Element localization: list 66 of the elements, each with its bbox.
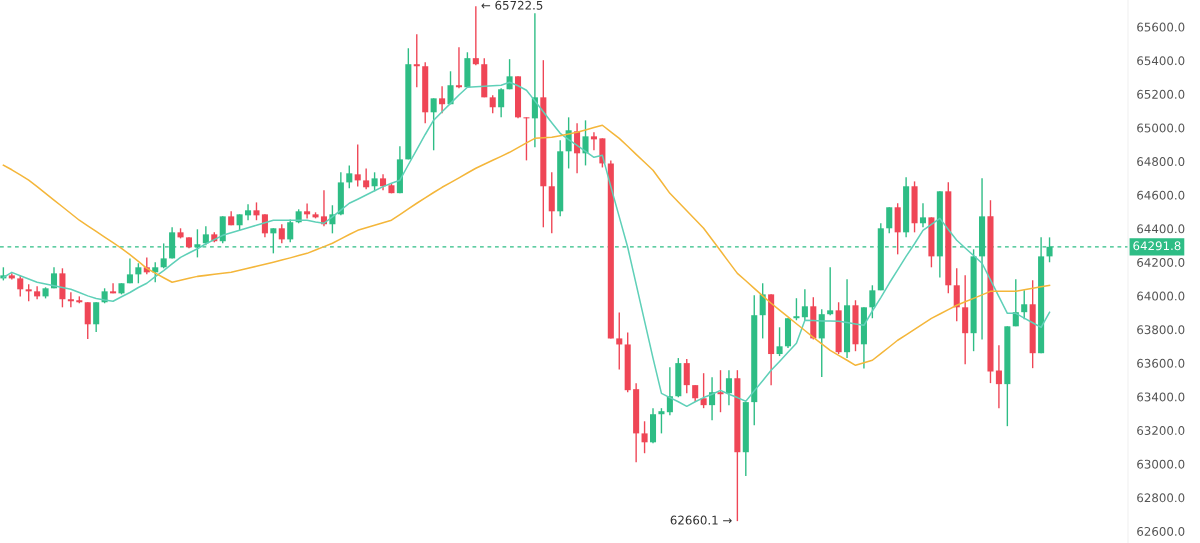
candlestick: [1021, 289, 1028, 320]
candlestick: [110, 282, 117, 295]
candlestick: [17, 274, 24, 298]
y-tick-label: 64400.0: [1137, 224, 1185, 234]
candlestick: [126, 257, 133, 284]
candlestick: [447, 70, 454, 105]
candlestick: [430, 97, 437, 151]
y-tick-label: 64200.0: [1137, 257, 1185, 267]
candlestick: [641, 420, 648, 454]
annotation: 62660.1 →: [670, 515, 732, 525]
y-tick-label: 64600.0: [1137, 190, 1185, 200]
y-tick-label: 65400.0: [1137, 56, 1185, 66]
y-tick-label: 64800.0: [1137, 157, 1185, 167]
candlestick: [498, 87, 505, 119]
candlestick: [363, 167, 370, 190]
candlestick: [346, 164, 353, 189]
y-tick-label: 63000.0: [1137, 459, 1185, 469]
candlestick: [93, 301, 100, 333]
y-tick-label: 65200.0: [1137, 89, 1185, 99]
candlestick: [84, 301, 91, 340]
annotation: ← 65722.5: [481, 0, 543, 10]
candlestick: [725, 369, 732, 406]
candlestick: [67, 291, 74, 309]
candlestick: [590, 131, 597, 151]
ref-line-label: 64291.8: [1133, 241, 1181, 251]
candlestick: [413, 33, 420, 88]
candlestick: [354, 143, 361, 188]
candlestick: [658, 407, 665, 435]
candlestick: [135, 262, 142, 284]
candlestick: [700, 372, 707, 409]
candlestick: [472, 5, 479, 66]
candlestick: [953, 267, 960, 322]
candlestick: [776, 326, 783, 357]
candlestick: [759, 282, 766, 340]
candlestick: [919, 202, 927, 228]
candlestick: [616, 311, 623, 371]
candlestick: [801, 288, 808, 321]
candlestick: [717, 369, 724, 413]
candlestick: [683, 358, 690, 394]
candlestick: [455, 46, 462, 89]
candlestick: [152, 261, 159, 283]
y-tick-label: 64000.0: [1137, 291, 1185, 301]
candlestick: [582, 119, 589, 167]
candlestick: [827, 266, 834, 316]
y-tick-label: 65600.0: [1137, 22, 1185, 32]
candlestick: [886, 206, 893, 235]
y-tick-label: 63600.0: [1137, 358, 1185, 368]
y-tick-label: 63400.0: [1137, 392, 1185, 402]
candlestick: [439, 85, 446, 115]
candlestick: [287, 218, 294, 243]
candlestick: [793, 297, 800, 321]
candlestick: [523, 116, 530, 162]
candlestick: [278, 223, 285, 244]
candlestick: [194, 228, 201, 259]
candlestick: [371, 171, 378, 193]
y-tick-label: 63800.0: [1137, 325, 1185, 335]
line-series: [2, 124, 1051, 367]
y-tick-label: 63200.0: [1137, 426, 1185, 436]
candlestick: [666, 366, 673, 416]
y-tick-label: 62600.0: [1137, 526, 1185, 536]
candlestick: [869, 284, 876, 319]
candlestick: [304, 202, 311, 220]
y-tick-label: 65000.0: [1137, 123, 1185, 133]
candlestick: [245, 203, 252, 221]
y-tick-label: 62800.0: [1137, 493, 1185, 503]
candlestick: [995, 344, 1002, 409]
